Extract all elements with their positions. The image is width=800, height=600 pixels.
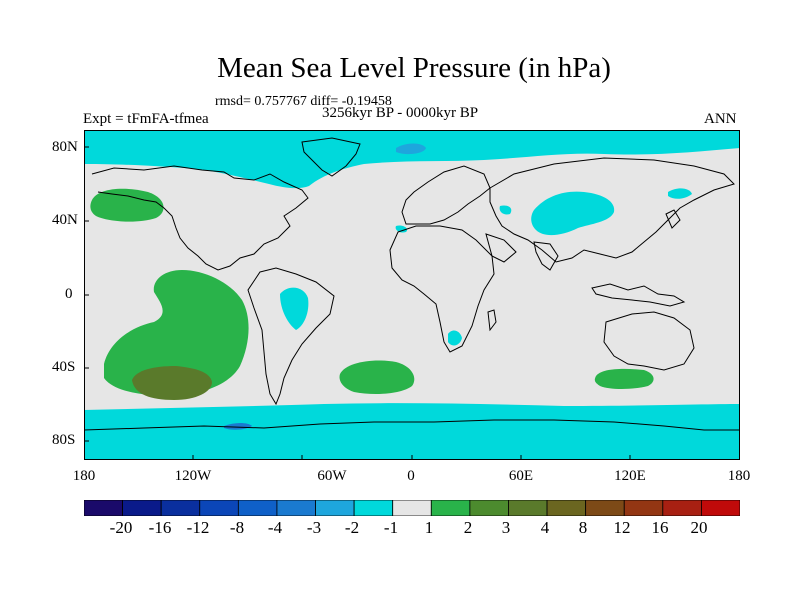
season-label: ANN bbox=[704, 111, 737, 127]
south-pacific-core-region bbox=[132, 366, 212, 400]
pressure-anomaly-map bbox=[84, 130, 740, 460]
colorbar-swatch bbox=[430, 500, 471, 516]
colorbar-swatch bbox=[392, 500, 432, 516]
colorbar-swatch bbox=[122, 500, 162, 516]
europe-coastline bbox=[401, 165, 491, 225]
colorbar-swatch bbox=[585, 500, 625, 516]
india-coastline bbox=[533, 241, 559, 271]
madagascar-coastline bbox=[487, 309, 497, 332]
colorbar-swatch bbox=[84, 500, 123, 516]
asia-low-region bbox=[531, 191, 615, 236]
y-tick-label: 80N bbox=[52, 139, 78, 155]
south-america-coastline bbox=[247, 267, 335, 406]
colorbar-swatch bbox=[701, 500, 740, 516]
north-pacific-high-region bbox=[90, 188, 164, 222]
y-tick-label: 0 bbox=[65, 286, 73, 302]
colorbar-label: -20 bbox=[109, 518, 133, 537]
colorbar-label: 4 bbox=[540, 518, 550, 537]
asia-low-region bbox=[499, 205, 512, 215]
colorbar-label: -2 bbox=[344, 518, 360, 537]
greenland-coastline bbox=[301, 137, 361, 177]
colorbar-label: 2 bbox=[463, 518, 473, 537]
arctic-low-region bbox=[84, 130, 740, 189]
time-period: 3256kyr BP - 0000kyr BP bbox=[322, 105, 479, 121]
colorbar-swatch bbox=[469, 500, 509, 516]
colorbar-swatch bbox=[199, 500, 239, 516]
colorbar-swatch bbox=[315, 500, 355, 516]
southern-ocean-low-region bbox=[84, 403, 740, 460]
experiment-label: Expt = tFmFA-tfmea bbox=[83, 111, 209, 127]
axis-ticks bbox=[84, 146, 631, 460]
arabia-coastline bbox=[485, 233, 517, 263]
colorbar-swatch bbox=[623, 500, 664, 516]
colorbar-label: 12 bbox=[613, 518, 631, 537]
colorbar bbox=[84, 500, 740, 516]
colorbar-label: -1 bbox=[383, 518, 399, 537]
mediterranean-low-region bbox=[395, 225, 408, 233]
south-america-low-region bbox=[280, 287, 309, 330]
rmsd-diff-stats: rmsd= 0.757767 diff= -0.19458 bbox=[215, 94, 392, 109]
colorbar-label: -12 bbox=[186, 518, 210, 537]
indonesia-coastline bbox=[591, 283, 686, 307]
chart-title: Mean Sea Level Pressure (in hPa) bbox=[217, 52, 611, 84]
x-tick-label: 0 bbox=[407, 468, 415, 484]
antarctica-coastline bbox=[84, 419, 740, 431]
y-tick-label: 40S bbox=[52, 359, 76, 375]
colorbar-swatch bbox=[508, 500, 548, 516]
y-tick-label: 80S bbox=[52, 432, 76, 448]
x-tick-label: 120E bbox=[614, 468, 646, 484]
coastlines bbox=[84, 137, 740, 431]
south-africa-low-region bbox=[448, 330, 462, 346]
colorbar-label: 1 bbox=[424, 518, 434, 537]
japan-coastline bbox=[665, 209, 681, 229]
colorbar-label: -3 bbox=[306, 518, 322, 537]
colorbar-label: -4 bbox=[267, 518, 283, 537]
colorbar-label: 3 bbox=[501, 518, 511, 537]
colorbar-swatch bbox=[276, 500, 316, 516]
antarctic-low-region bbox=[224, 423, 252, 430]
colorbar-label: -16 bbox=[148, 518, 172, 537]
x-tick-label: 60E bbox=[508, 468, 534, 484]
australia-coastline bbox=[603, 311, 695, 371]
colorbar-swatch bbox=[546, 500, 587, 516]
x-tick-label: 180 bbox=[72, 468, 96, 484]
x-tick-label: 120W bbox=[174, 468, 212, 484]
south-pacific-high-region bbox=[104, 270, 249, 396]
asia-coastline bbox=[489, 157, 735, 263]
y-tick-label: 40N bbox=[52, 212, 78, 228]
north-america-coastline bbox=[91, 165, 309, 271]
colorbar-swatch bbox=[237, 500, 278, 516]
x-tick-label: 60W bbox=[317, 468, 347, 484]
greenland-low-region bbox=[396, 143, 426, 155]
x-tick-label: 180 bbox=[727, 468, 751, 484]
colorbar-label: 16 bbox=[651, 518, 669, 537]
asia-low-region bbox=[668, 188, 692, 199]
colorbar-label: 8 bbox=[578, 518, 588, 537]
colorbar-label: -8 bbox=[229, 518, 245, 537]
colorbar-swatch bbox=[662, 500, 702, 516]
south-indian-high-region bbox=[594, 368, 654, 389]
africa-coastline bbox=[389, 225, 495, 353]
colorbar-label: 20 bbox=[690, 518, 708, 537]
colorbar-swatch bbox=[160, 500, 201, 516]
south-atlantic-high-region bbox=[339, 360, 415, 394]
colorbar-swatch bbox=[353, 500, 394, 516]
